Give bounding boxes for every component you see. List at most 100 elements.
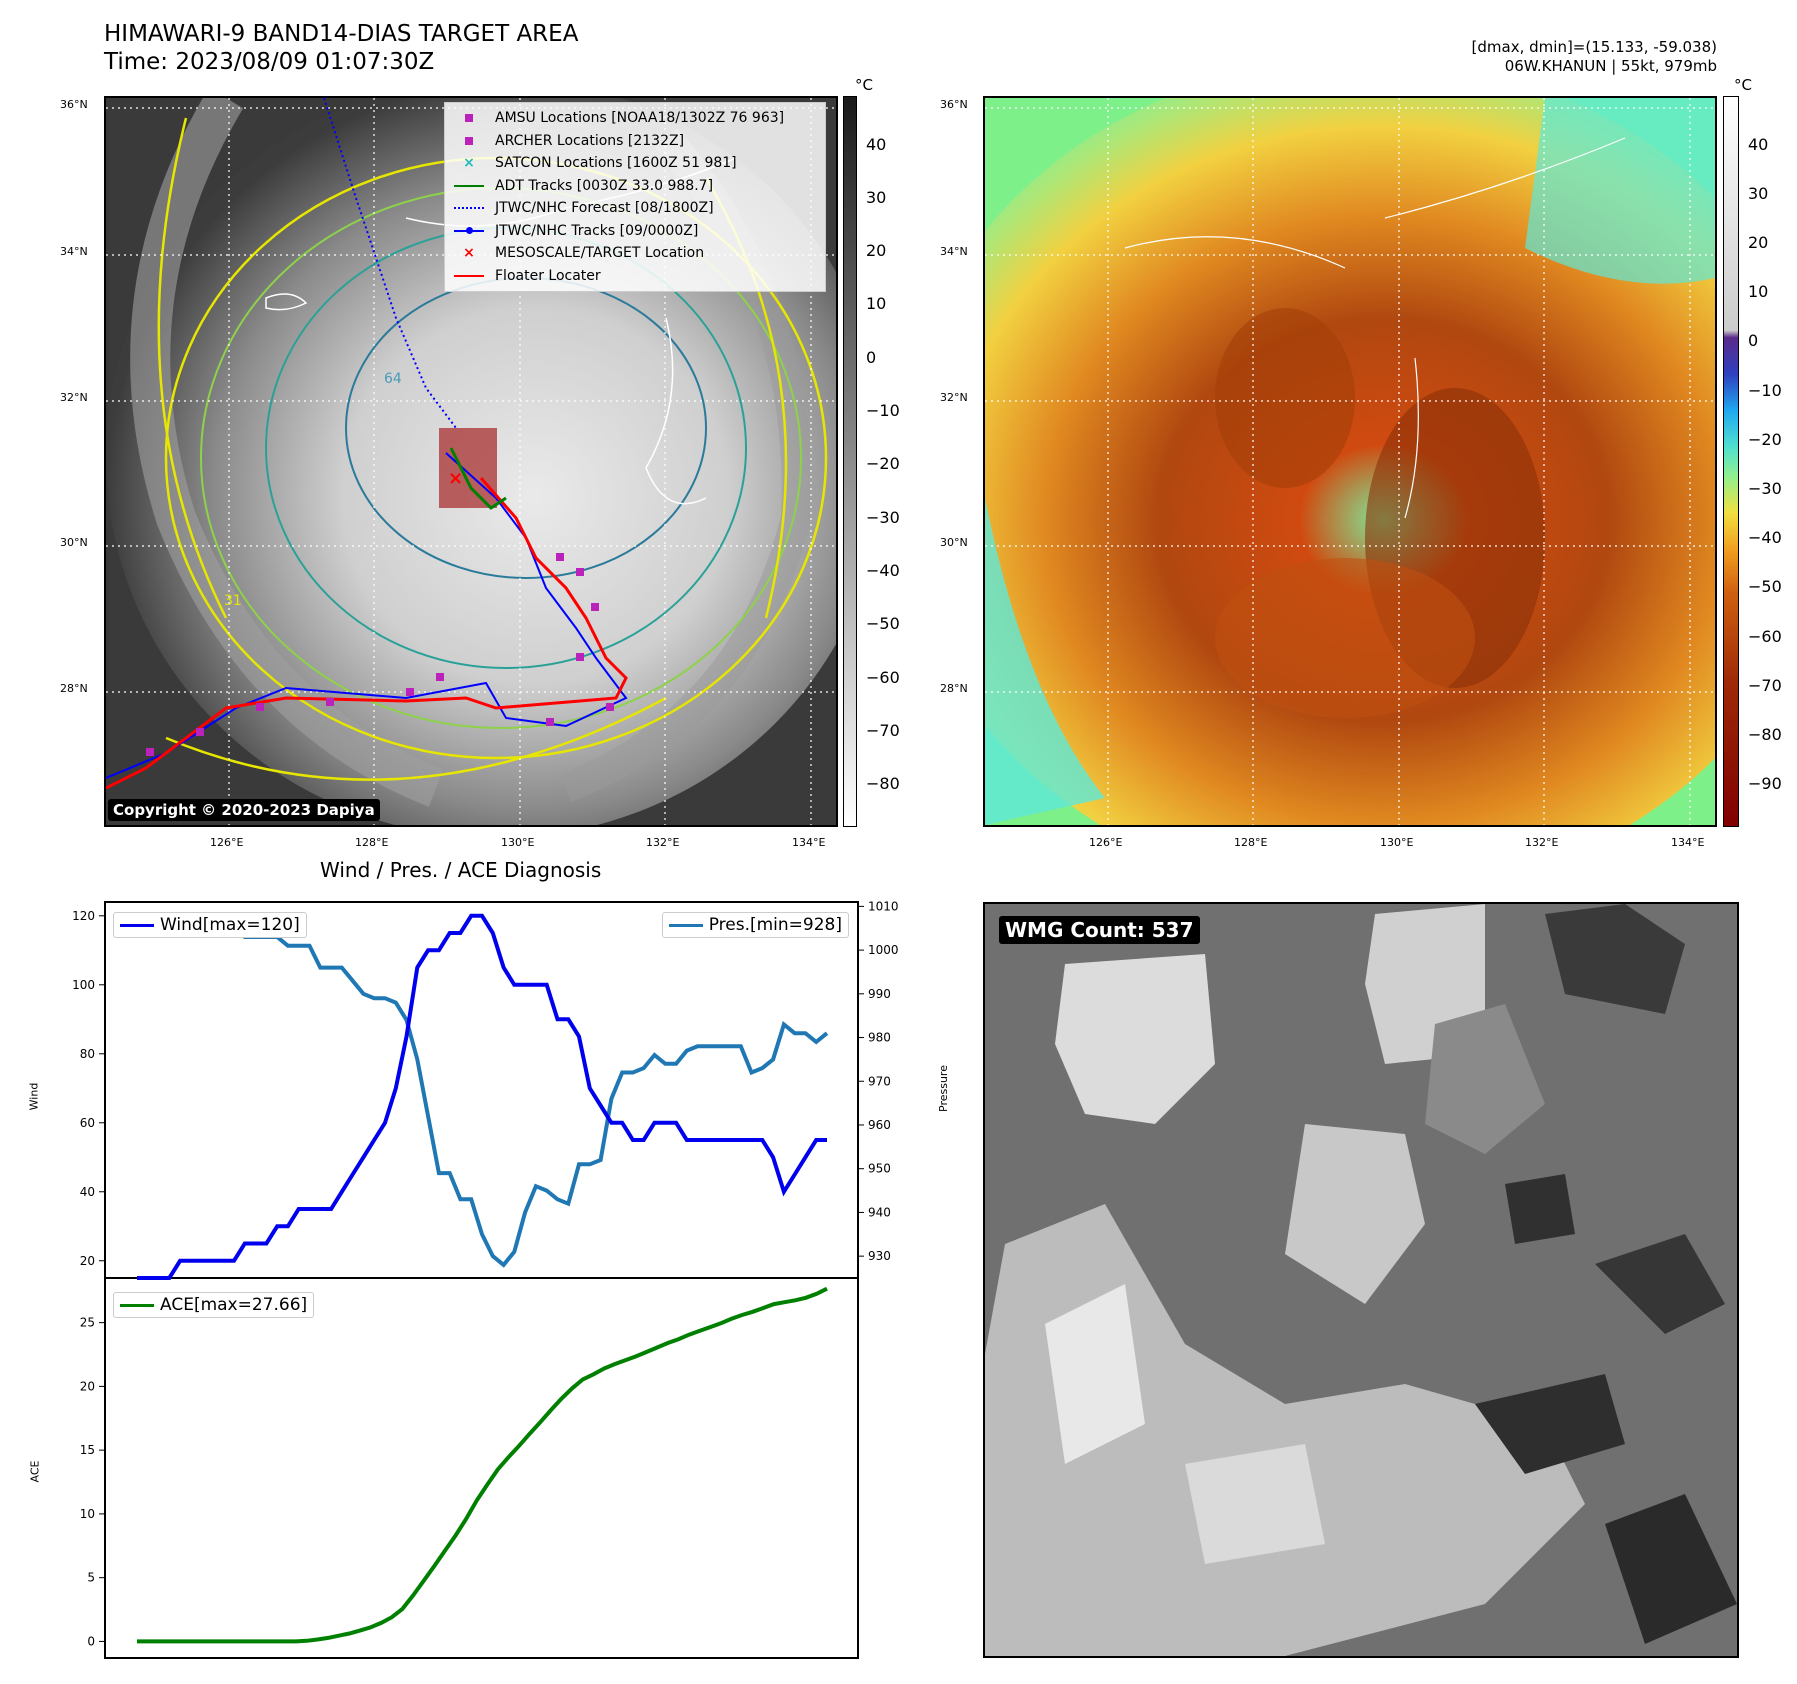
- ace-axis-title: ACE: [28, 1460, 42, 1483]
- lat-label: 34°N: [60, 245, 88, 258]
- pressure-axis-tick-label: 950: [868, 1162, 891, 1176]
- lon-label: 126°E: [1089, 836, 1123, 849]
- colorbar-tick-label: −30: [1748, 478, 1782, 498]
- ace-axis-tick-label: 25: [80, 1316, 95, 1330]
- legend-row-jtwc: JTWC/NHC Tracks [09/0000Z]: [451, 220, 819, 243]
- pressure-axis-tick-label: 960: [868, 1118, 891, 1132]
- pressure-axis-tick-label: 930: [868, 1249, 891, 1263]
- lon-label: 132°E: [646, 836, 680, 849]
- pressure-legend-label: Pres.[min=928]: [708, 915, 842, 935]
- pressure-legend: Pres.[min=928]: [661, 912, 849, 938]
- lon-label: 134°E: [792, 836, 826, 849]
- colorbar-tick-label: 40: [1748, 134, 1769, 154]
- colorbar-tick-label: 10: [866, 294, 887, 314]
- figure-time: Time: 2023/08/09 01:07:30Z: [104, 49, 435, 75]
- lon-label: 132°E: [1525, 836, 1559, 849]
- lon-label: 130°E: [501, 836, 535, 849]
- wind-axis-tick-label: 60: [80, 1116, 95, 1130]
- ace-axis-tick-label: 10: [80, 1507, 95, 1521]
- legend-label: AMSU Locations [NOAA18/1302Z 76 963]: [495, 110, 785, 127]
- band14-map-panel: 64 31: [104, 96, 838, 827]
- lat-label: 34°N: [940, 245, 968, 258]
- colorbar-tick-label: −90: [1748, 774, 1782, 794]
- ace-axis-tick-label: 5: [87, 1571, 95, 1585]
- legend-label: ARCHER Locations [2132Z]: [495, 132, 685, 149]
- lon-label: 126°E: [210, 836, 244, 849]
- wind-axis-tick-label: 100: [72, 978, 95, 992]
- bright-cell: [1055, 954, 1215, 1124]
- lon-label: 128°E: [355, 836, 389, 849]
- colorbar-tick-label: −20: [866, 454, 900, 474]
- lat-label: 32°N: [60, 391, 88, 404]
- colorbar-tick-label: −60: [1748, 626, 1782, 646]
- ir-cloud-field: [985, 98, 1715, 825]
- color-ir-map-svg: [985, 98, 1715, 825]
- colorbar-tick-label: −80: [1748, 724, 1782, 744]
- storm-info-text: 06W.KHANUN | 55kt, 979mb: [1504, 57, 1717, 75]
- lon-label: 128°E: [1234, 836, 1268, 849]
- adt-track: [449, 447, 507, 510]
- lon-label: 130°E: [1380, 836, 1414, 849]
- diagnosis-title: Wind / Pres. / ACE Diagnosis: [320, 858, 602, 882]
- legend-label: Floater Locater: [495, 267, 601, 284]
- colorbar-tick-label: −50: [866, 614, 900, 634]
- wmg-panel: WMG Count: 537: [983, 902, 1739, 1658]
- colorbar-tick-label: 10: [1748, 282, 1769, 302]
- lon-label: 134°E: [1671, 836, 1705, 849]
- lat-label: 36°N: [940, 98, 968, 111]
- ace-line: [137, 1286, 828, 1644]
- wmg-pixels-svg: [985, 904, 1737, 1656]
- legend-row-floater: Floater Locater: [451, 265, 819, 288]
- wind-axis-tick-label: 80: [80, 1047, 95, 1061]
- lat-label: 28°N: [940, 682, 968, 695]
- legend-row-adt: ADT Tracks [0030Z 33.0 988.7]: [451, 175, 819, 198]
- colorbar-unit: °C: [855, 76, 873, 94]
- legend-row-archer: ARCHER Locations [2132Z]: [451, 130, 819, 153]
- dmax-dmin-text: [dmax, dmin]=(15.133, -59.038): [1471, 38, 1717, 56]
- pressure-axis-tick-label: 980: [868, 1031, 891, 1045]
- ace-axis-tick-label: 20: [80, 1379, 95, 1393]
- wind-axis-tick-label: 120: [72, 909, 95, 923]
- line-icon: [451, 184, 487, 187]
- legend-label: MESOSCALE/TARGET Location: [495, 245, 705, 262]
- ace-legend: ACE[max=27.66]: [113, 1292, 315, 1318]
- wind-legend: Wind[max=120]: [113, 912, 307, 938]
- ace-axis-tick-label: 0: [87, 1634, 95, 1648]
- ace-legend-label: ACE[max=27.66]: [160, 1295, 308, 1315]
- line-dot-icon: [451, 226, 487, 234]
- wind-line: [137, 913, 827, 1280]
- jtwc-forecast-track: [323, 98, 457, 429]
- square-icon: [451, 114, 487, 123]
- target-x-marker: ×: [448, 468, 463, 489]
- legend-label: ADT Tracks [0030Z 33.0 988.7]: [495, 177, 714, 194]
- colorbar-tick-label: −10: [1748, 380, 1782, 400]
- copyright-badge: Copyright © 2020-2023 Dapiya: [108, 799, 380, 821]
- legend-row-forecast: JTWC/NHC Forecast [08/1800Z]: [451, 197, 819, 220]
- colorbar-tick-label: −80: [866, 774, 900, 794]
- colorbar-tick-label: 20: [1748, 232, 1769, 252]
- legend-row-satcon: × SATCON Locations [1600Z 51 981]: [451, 152, 819, 175]
- legend-label: JTWC/NHC Tracks [09/0000Z]: [495, 222, 699, 239]
- contour-label-64: 64: [384, 371, 402, 387]
- pressure-axis-tick-label: 990: [868, 987, 891, 1001]
- line-icon: [668, 923, 703, 927]
- colorbar-tick-label: −30: [866, 507, 900, 527]
- square-icon: [451, 136, 487, 145]
- pressure-axis-tick-label: 1010: [868, 899, 899, 913]
- colorbar-tick-label: −70: [866, 720, 900, 740]
- map-gridlines: [985, 98, 1715, 825]
- grayscale-colorbar: [843, 96, 857, 827]
- lat-label: 32°N: [940, 391, 968, 404]
- line-icon: [120, 923, 154, 927]
- colorbar-tick-label: −40: [866, 560, 900, 580]
- colorbar-tick-label: −20: [1748, 429, 1782, 449]
- colorbar-tick-label: 0: [1748, 331, 1759, 351]
- x-icon: ×: [463, 245, 475, 262]
- dotted-line-icon: [451, 207, 487, 210]
- colorbar-tick-label: 0: [866, 347, 877, 367]
- wind-axis-tick-label: 40: [80, 1185, 95, 1199]
- lat-label: 36°N: [60, 98, 88, 111]
- colorbar-tick-label: −70: [1748, 675, 1782, 695]
- colorbar-tick-label: 40: [866, 134, 887, 154]
